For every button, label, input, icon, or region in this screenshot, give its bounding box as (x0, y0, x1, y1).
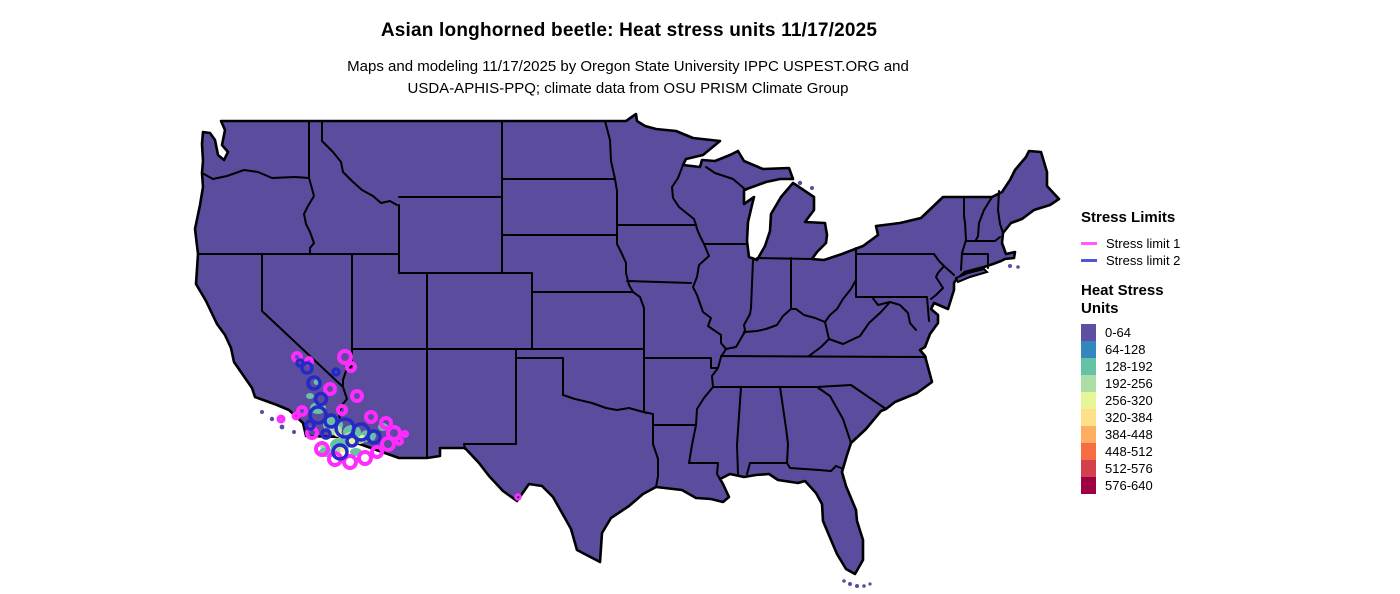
stress-limit-1-label: Stress limit 1 (1106, 236, 1181, 251)
bin-label: 128-192 (1105, 359, 1153, 374)
small-islands (260, 143, 1020, 588)
heat-stress-heading-line1: Heat Stress (1081, 282, 1164, 299)
heat-stress-bin-row: 0-64 (1081, 324, 1153, 341)
bin-label: 256-320 (1105, 393, 1153, 408)
bin-label: 64-128 (1105, 342, 1146, 357)
bin-label: 192-256 (1105, 376, 1153, 391)
heat-stress-bin-row: 512-576 (1081, 460, 1153, 477)
bin-color-swatch (1081, 392, 1096, 409)
heat-stress-bin-row: 128-192 (1081, 358, 1153, 375)
bin-color-swatch (1081, 324, 1096, 341)
heat-stress-bins: 0-64 64-128 128-192 192-256 256-320 320-384 38… (1081, 324, 1153, 494)
heat-stress-bin-row: 448-512 (1081, 443, 1153, 460)
bin-label: 384-448 (1105, 427, 1153, 442)
bin-color-swatch (1081, 460, 1096, 477)
heat-stress-bin-row: 320-384 (1081, 409, 1153, 426)
stress-limits-legend: Stress Limits Stress limit 1 Stress limit… (1081, 209, 1180, 269)
bin-label: 512-576 (1105, 461, 1153, 476)
heat-stress-bin-row: 384-448 (1081, 426, 1153, 443)
heat-stress-heading-line2: Units (1081, 300, 1119, 317)
bin-color-swatch (1081, 375, 1096, 392)
stress-limit-2-label: Stress limit 2 (1106, 253, 1181, 268)
heat-stress-bin-row: 256-320 (1081, 392, 1153, 409)
bin-color-swatch (1081, 341, 1096, 358)
stress-limits-heading: Stress Limits (1081, 209, 1176, 226)
long-island (954, 267, 989, 284)
bin-color-swatch (1081, 477, 1096, 494)
bin-color-swatch (1081, 358, 1096, 375)
stress-limit-1-line-swatch (1081, 242, 1097, 245)
figure-subtitle: Maps and modeling 11/17/2025 by Oregon S… (0, 56, 1256, 100)
big-bend-contour-mark (514, 493, 522, 501)
bin-color-swatch (1081, 409, 1096, 426)
stress-limit-2-contours (295, 358, 382, 461)
bin-color-swatch (1081, 426, 1096, 443)
stress-limit-row-2: Stress limit 2 (1081, 252, 1180, 269)
heat-stress-legend-heading-block: Heat Stress Units (1081, 282, 1164, 318)
state-borders (197, 120, 1004, 488)
stress-limits-rows: Stress limit 1 Stress limit 2 (1081, 235, 1180, 269)
subtitle-line-2: USDA-APHIS-PPQ; climate data from OSU PR… (407, 80, 849, 97)
subtitle-line-1: Maps and modeling 11/17/2025 by Oregon S… (347, 58, 909, 75)
bin-label: 320-384 (1105, 410, 1153, 425)
bin-color-swatch (1081, 443, 1096, 460)
bin-label: 448-512 (1105, 444, 1153, 459)
us-land-outline (193, 112, 1061, 576)
bin-label: 576-640 (1105, 478, 1153, 493)
bin-label: 0-64 (1105, 325, 1132, 340)
heat-stress-bin-row: 192-256 (1081, 375, 1153, 392)
stress-limit-2-line-swatch (1081, 259, 1097, 262)
heat-stress-bin-row: 576-640 (1081, 477, 1153, 494)
figure-title: Asian longhorned beetle: Heat stress uni… (380, 20, 878, 41)
stress-limit-row-1: Stress limit 1 (1081, 235, 1180, 252)
heat-stress-bin-row: 64-128 (1081, 341, 1153, 358)
